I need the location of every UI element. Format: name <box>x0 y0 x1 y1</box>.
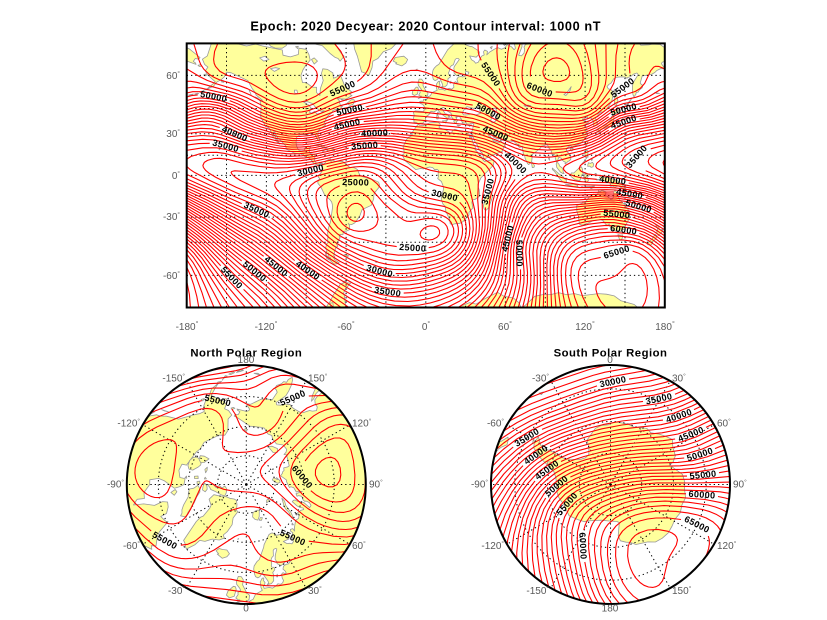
svg-text:60°: 60° <box>498 320 512 333</box>
svg-text:0°: 0° <box>422 320 431 333</box>
svg-text:30°: 30° <box>308 584 322 597</box>
svg-text:-90°: -90° <box>107 478 124 491</box>
svg-text:50000: 50000 <box>514 240 524 267</box>
svg-text:120°: 120° <box>717 540 737 553</box>
svg-text:-180°: -180° <box>176 320 199 333</box>
svg-text:35000: 35000 <box>374 285 402 299</box>
svg-text:30°: 30° <box>672 372 686 385</box>
svg-text:-60°: -60° <box>123 540 140 553</box>
svg-text:90°: 90° <box>369 478 383 491</box>
svg-text:120°: 120° <box>575 320 595 333</box>
svg-text:45000: 45000 <box>616 187 644 202</box>
svg-text:0: 0 <box>607 355 613 366</box>
svg-text:-60°: -60° <box>163 270 180 283</box>
svg-text:-30°: -30° <box>532 372 549 385</box>
svg-text:-30°: -30° <box>168 584 185 597</box>
svg-text:-150°: -150° <box>526 584 549 597</box>
svg-text:60000: 60000 <box>610 223 638 237</box>
svg-text:25000: 25000 <box>342 177 369 187</box>
svg-text:-120°: -120° <box>481 540 504 553</box>
svg-text:60°: 60° <box>166 70 180 83</box>
svg-text:180: 180 <box>238 355 255 366</box>
svg-text:60000: 60000 <box>688 489 716 501</box>
svg-text:35000: 35000 <box>351 140 379 152</box>
svg-text:180: 180 <box>602 604 619 615</box>
svg-text:-120°: -120° <box>255 320 278 333</box>
svg-text:25000: 25000 <box>399 242 427 254</box>
svg-text:60000: 60000 <box>577 532 588 560</box>
svg-text:40000: 40000 <box>599 174 627 187</box>
svg-text:60°: 60° <box>352 540 366 553</box>
svg-text:-60°: -60° <box>337 320 354 333</box>
svg-text:Epoch: 2020 Decyear: 2020 Cont: Epoch: 2020 Decyear: 2020 Contour interv… <box>250 20 601 34</box>
svg-text:North Polar Region: North Polar Region <box>190 348 302 360</box>
svg-text:40000: 40000 <box>361 128 388 139</box>
svg-text:0°: 0° <box>172 170 181 183</box>
svg-text:30°: 30° <box>166 128 180 141</box>
svg-text:120°: 120° <box>352 417 372 430</box>
svg-text:-90°: -90° <box>471 478 488 491</box>
svg-text:South Polar Region: South Polar Region <box>554 348 668 360</box>
svg-text:60°: 60° <box>717 417 731 430</box>
svg-text:-60°: -60° <box>487 417 504 430</box>
svg-text:150°: 150° <box>308 372 328 385</box>
svg-text:150°: 150° <box>672 584 692 597</box>
svg-text:-120°: -120° <box>117 417 140 430</box>
svg-text:90°: 90° <box>733 478 747 491</box>
svg-text:55000: 55000 <box>689 469 717 482</box>
svg-text:-30°: -30° <box>163 211 180 224</box>
svg-text:-150°: -150° <box>162 372 185 385</box>
svg-text:180°: 180° <box>655 320 675 333</box>
svg-text:0: 0 <box>243 604 249 615</box>
svg-text:55000: 55000 <box>603 208 631 221</box>
